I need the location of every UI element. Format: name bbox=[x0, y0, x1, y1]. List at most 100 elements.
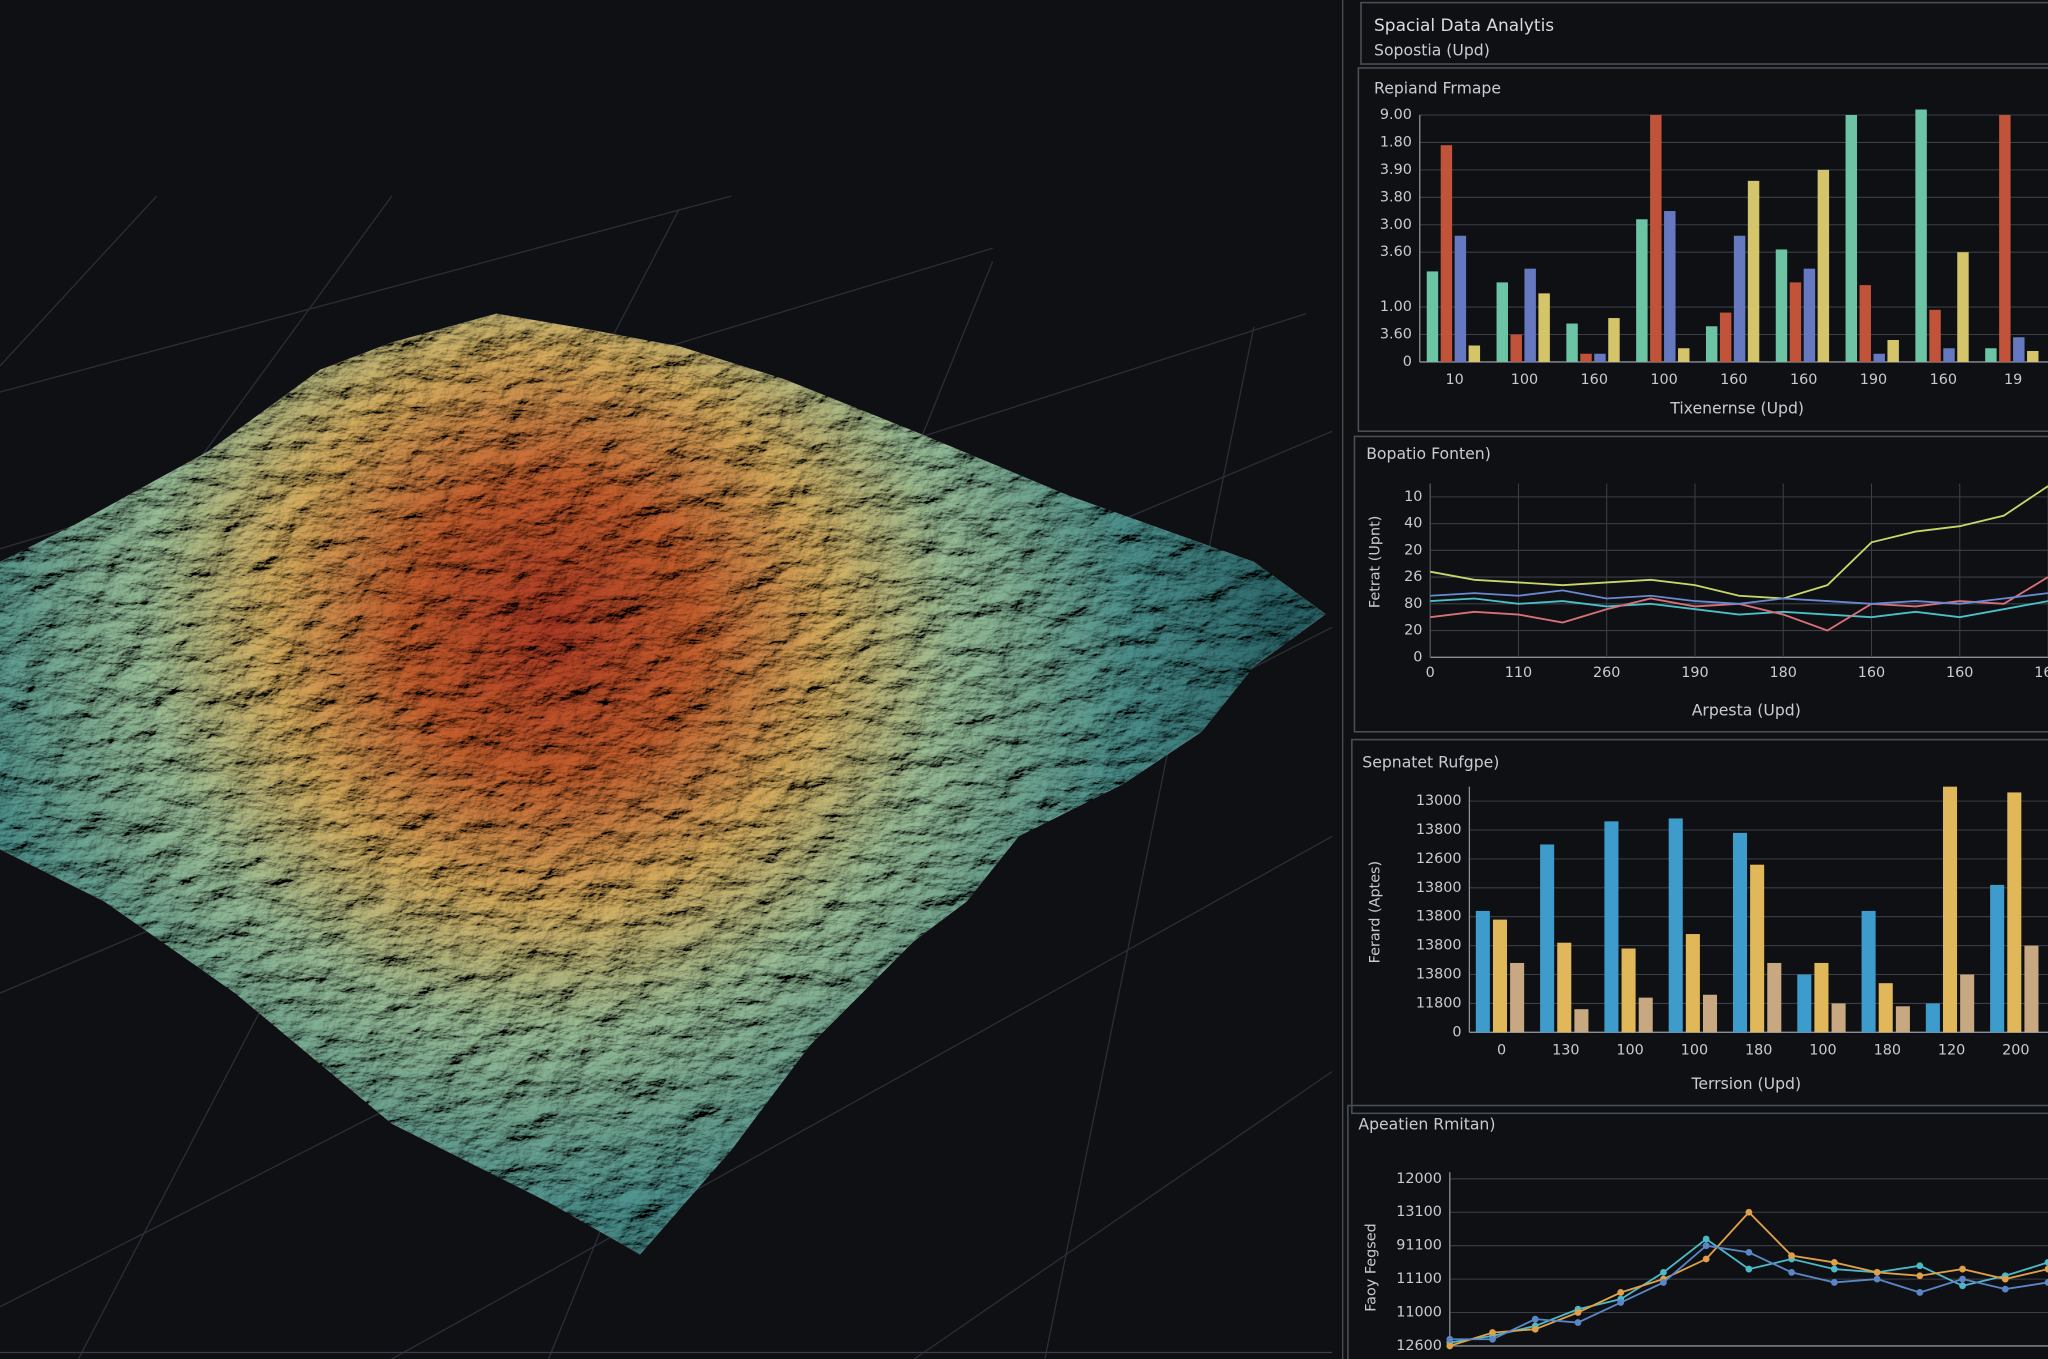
y-tick-label: 12600 bbox=[1416, 851, 1462, 867]
bar bbox=[1566, 323, 1578, 362]
x-tick-label: 160 bbox=[1930, 372, 1957, 388]
y-axis-title: Faoy Fegsed bbox=[1363, 1223, 1379, 1311]
marker bbox=[2044, 1279, 2048, 1286]
x-tick-label: 120 bbox=[1938, 1043, 1965, 1059]
bar bbox=[1925, 1003, 1940, 1033]
marker bbox=[2044, 1258, 2048, 1266]
bar bbox=[1608, 318, 1620, 362]
marker bbox=[1916, 1262, 1924, 1270]
x-tick-label: 100 bbox=[1511, 372, 1538, 388]
y-tick-label: 12600 bbox=[1396, 1338, 1442, 1354]
bar bbox=[1668, 818, 1683, 1033]
line bbox=[1430, 597, 2048, 619]
y-tick-label: 3.80 bbox=[1380, 189, 1412, 205]
y-tick-label: 26 bbox=[1404, 569, 1422, 585]
bar bbox=[2013, 337, 2025, 362]
y-tick-label: 10 bbox=[1404, 489, 1422, 505]
bar bbox=[1475, 910, 1490, 1033]
panel bbox=[1353, 435, 2048, 733]
bar bbox=[1426, 271, 1439, 362]
bar bbox=[1705, 326, 1718, 362]
y-axis-title: Fetrat (Upnt) bbox=[1367, 516, 1383, 608]
panel bbox=[1357, 67, 2048, 433]
marker bbox=[1446, 1342, 1454, 1350]
x-axis-title: Terrsion (Upd) bbox=[1690, 1074, 1801, 1093]
chart-title: Sepnatet Rufgpe) bbox=[1362, 753, 1499, 772]
y-tick-label: 11000 bbox=[1396, 1305, 1442, 1321]
marker bbox=[1916, 1272, 1924, 1280]
marker bbox=[1788, 1252, 1796, 1260]
x-tick-label: 160 bbox=[2034, 665, 2048, 681]
bar bbox=[1719, 312, 1732, 362]
bar bbox=[1887, 340, 1899, 362]
x-tick-label: 160 bbox=[1790, 372, 1817, 388]
marker bbox=[1702, 1255, 1710, 1263]
terrain-surface bbox=[0, 313, 1326, 1255]
y-tick-label: 9.00 bbox=[1380, 107, 1412, 123]
bar bbox=[1510, 962, 1525, 1033]
chart-title: Bopatio Fonten) bbox=[1366, 444, 1491, 463]
bar bbox=[1845, 114, 1858, 362]
x-tick-label: 180 bbox=[1770, 665, 1797, 681]
x-tick-label: 100 bbox=[1681, 1043, 1708, 1059]
y-tick-label: 80 bbox=[1404, 596, 1422, 612]
bar bbox=[1873, 353, 1885, 362]
bar bbox=[1814, 962, 1829, 1033]
bar bbox=[1957, 252, 1969, 362]
bar bbox=[1861, 910, 1876, 1033]
bar bbox=[1803, 268, 1816, 362]
bar bbox=[1454, 235, 1467, 362]
y-tick-label: 3.60 bbox=[1380, 327, 1412, 343]
bar bbox=[1492, 919, 1508, 1033]
line bbox=[1430, 485, 2048, 600]
y-tick-label: 3.00 bbox=[1380, 217, 1412, 233]
x-tick-label: 160 bbox=[1720, 372, 1747, 388]
y-tick-label: 20 bbox=[1404, 623, 1422, 639]
bar bbox=[1594, 353, 1606, 362]
bar bbox=[1859, 285, 1871, 362]
bar bbox=[1915, 109, 1927, 362]
y-tick-label: 13100 bbox=[1396, 1204, 1442, 1220]
marker bbox=[1702, 1242, 1710, 1250]
bar bbox=[1831, 1003, 1846, 1033]
y-tick-label: 91100 bbox=[1396, 1238, 1442, 1254]
chart-title: Apeatien Rmitan) bbox=[1358, 1115, 1495, 1134]
bar bbox=[1580, 353, 1592, 362]
panel bbox=[1347, 1104, 2048, 1359]
y-tick-label: 11800 bbox=[1416, 995, 1462, 1011]
y-tick-label: 13000 bbox=[1416, 793, 1462, 809]
x-tick-label: 10 bbox=[1446, 372, 1464, 388]
x-axis-title: Arpesta (Upd) bbox=[1692, 700, 1801, 719]
bar bbox=[2007, 792, 2022, 1033]
bar bbox=[1960, 974, 1975, 1033]
bar bbox=[1999, 114, 2011, 362]
marker bbox=[1489, 1335, 1496, 1343]
bar bbox=[1789, 282, 1802, 362]
bar bbox=[1767, 962, 1782, 1033]
chart-title: Repiand Frmape bbox=[1374, 78, 1501, 97]
bar bbox=[1678, 348, 1690, 362]
bar bbox=[1496, 282, 1508, 362]
x-tick-label: 19 bbox=[2004, 372, 2022, 388]
x-axis-title: Tixenernse (Upd) bbox=[1669, 399, 1804, 418]
marker bbox=[1830, 1265, 1838, 1273]
marker bbox=[1916, 1289, 1924, 1296]
y-tick-label: 13800 bbox=[1416, 909, 1462, 925]
marker bbox=[2044, 1265, 2048, 1273]
marker bbox=[1617, 1299, 1625, 1306]
bar bbox=[1878, 983, 1893, 1033]
marker bbox=[1745, 1248, 1753, 1256]
x-tick-label: 100 bbox=[1616, 1043, 1643, 1059]
bar bbox=[1664, 211, 1676, 362]
x-tick-label: 160 bbox=[1858, 665, 1885, 681]
x-tick-label: 100 bbox=[1809, 1043, 1836, 1059]
bar bbox=[1775, 249, 1788, 362]
bar bbox=[1942, 786, 1958, 1033]
marker bbox=[1830, 1258, 1838, 1266]
bar bbox=[1604, 821, 1619, 1033]
y-tick-label: 40 bbox=[1404, 516, 1422, 532]
bar bbox=[1797, 974, 1812, 1033]
marker bbox=[1873, 1269, 1881, 1276]
